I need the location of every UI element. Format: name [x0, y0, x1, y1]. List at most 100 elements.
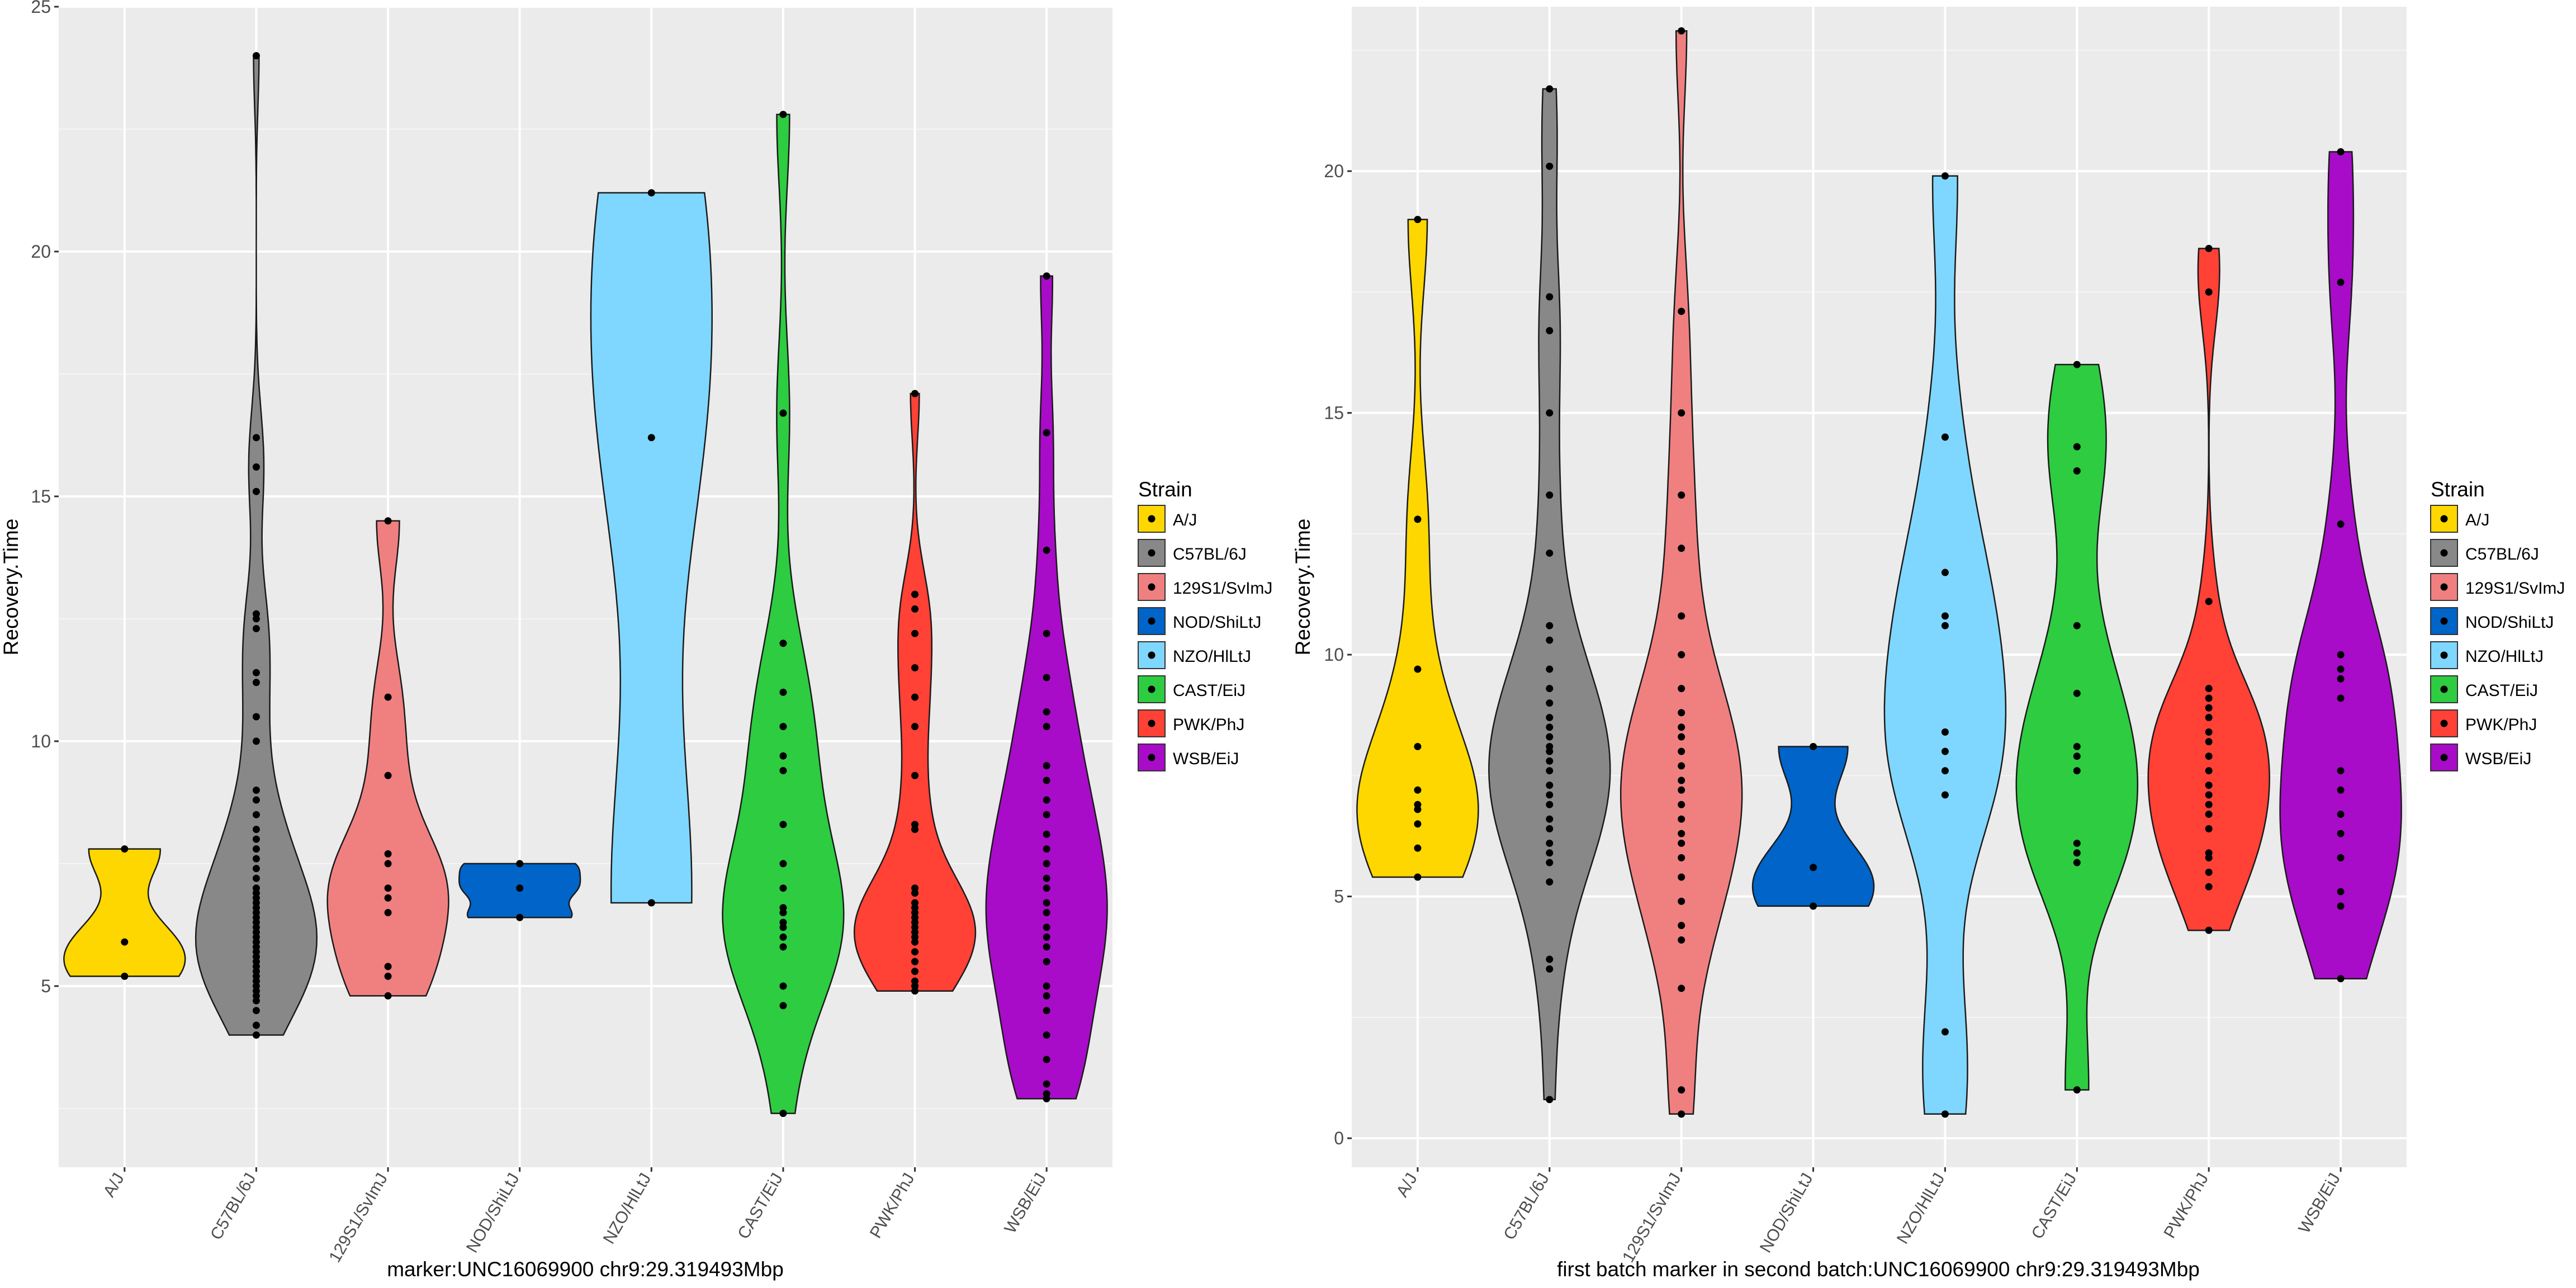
legend-key-nod-shiltj: [2430, 607, 2458, 635]
data-point-pwk-phj: [2205, 782, 2213, 789]
y-tick-label: 10: [1324, 645, 1344, 665]
data-point-c57bl-6j: [1546, 955, 1554, 963]
data-point-wsb-eij: [1043, 546, 1050, 554]
y-axis-title: Recovery.Time: [0, 519, 22, 656]
data-point-a-j: [121, 845, 129, 853]
data-point-c57bl-6j: [252, 679, 260, 686]
data-point-c57bl-6j: [1546, 85, 1554, 93]
data-point-129s1-svimj: [1678, 1086, 1685, 1094]
legend-key-dot: [1148, 685, 1156, 693]
data-point-cast-eij: [779, 766, 787, 774]
violin-a-j: [1356, 219, 1479, 878]
data-point-c57bl-6j: [252, 826, 260, 834]
data-point-c57bl-6j: [252, 865, 260, 873]
legend-label: 129S1/SvImJ: [1173, 579, 1272, 598]
legend-key-dot: [1148, 719, 1156, 727]
data-point-c57bl-6j: [1546, 409, 1554, 417]
data-point-c57bl-6j: [252, 624, 260, 632]
legend-key-dot: [1148, 583, 1156, 591]
y-tick-label: 15: [31, 486, 51, 506]
data-point-129s1-svimj: [384, 884, 392, 892]
data-point-cast-eij: [779, 943, 787, 951]
legend-key-dot: [2440, 583, 2448, 591]
data-point-nzo-hlltj: [1941, 767, 1949, 775]
data-point-129s1-svimj: [384, 894, 392, 902]
data-point-c57bl-6j: [252, 487, 260, 495]
data-point-nzo-hlltj: [647, 899, 655, 907]
data-point-wsb-eij: [1043, 429, 1050, 437]
legend-key-dot: [1148, 549, 1156, 557]
data-point-pwk-phj: [911, 693, 919, 701]
data-point-pwk-phj: [2205, 598, 2213, 605]
data-point-nzo-hlltj: [1941, 1028, 1949, 1036]
data-point-cast-eij: [2073, 839, 2081, 847]
data-point-wsb-eij: [1043, 830, 1050, 838]
violin-nzo-hlltj: [590, 192, 713, 904]
data-point-cast-eij: [2073, 622, 2081, 629]
y-tick-label: 25: [31, 0, 51, 17]
data-point-cast-eij: [2073, 467, 2081, 475]
legend-label: C57BL/6J: [1173, 545, 1247, 564]
data-point-c57bl-6j: [1546, 782, 1554, 789]
data-point-c57bl-6j: [1546, 878, 1554, 886]
y-tick-label: 20: [1324, 161, 1344, 181]
data-point-cast-eij: [2073, 849, 2081, 857]
data-point-wsb-eij: [1043, 272, 1050, 280]
data-point-129s1-svimj: [1678, 409, 1685, 417]
data-point-c57bl-6j: [1546, 791, 1554, 799]
data-point-pwk-phj: [2205, 694, 2213, 702]
data-point-c57bl-6j: [252, 463, 260, 471]
data-point-a-j: [1414, 515, 1422, 523]
left-violin-plot: 5 10 15 20 25 A/J C57BL/6J 129S1/SvImJ NOD/ShiLt…: [0, 0, 1272, 1281]
data-point-wsb-eij: [1043, 776, 1050, 784]
violin-cast-eij: [722, 113, 845, 1114]
data-point-c57bl-6j: [252, 434, 260, 442]
data-point-pwk-phj: [2205, 825, 2213, 832]
data-point-cast-eij: [2073, 767, 2081, 775]
data-point-pwk-phj: [2205, 926, 2213, 934]
data-point-cast-eij: [779, 752, 787, 760]
data-point-c57bl-6j: [252, 796, 260, 804]
data-point-129s1-svimj: [384, 992, 392, 1000]
data-point-pwk-phj: [911, 590, 919, 598]
legend-label: CAST/EiJ: [2465, 681, 2538, 700]
legend-label: WSB/EiJ: [1173, 750, 1239, 768]
data-point-wsb-eij: [1043, 860, 1050, 868]
data-point-129s1-svimj: [1678, 984, 1685, 992]
data-point-wsb-eij: [1043, 1090, 1050, 1098]
legend-label: A/J: [1173, 511, 1197, 529]
data-point-a-j: [1414, 216, 1422, 224]
data-point-wsb-eij: [2337, 278, 2345, 286]
data-point-wsb-eij: [2337, 148, 2345, 155]
data-point-nod-shiltj: [516, 860, 524, 868]
data-point-c57bl-6j: [1546, 859, 1554, 866]
data-point-nod-shiltj: [1810, 742, 1817, 750]
data-point-129s1-svimj: [1678, 1110, 1685, 1118]
y-tick-label: 20: [31, 242, 51, 262]
data-point-cast-eij: [779, 640, 787, 647]
legend-key-pwk-phj: [1138, 709, 1166, 737]
legend-label: NOD/ShiLtJ: [1173, 613, 1261, 632]
data-point-c57bl-6j: [1546, 825, 1554, 832]
data-point-nod-shiltj: [516, 884, 524, 892]
data-point-nzo-hlltj: [647, 189, 655, 197]
data-point-129s1-svimj: [1678, 651, 1685, 659]
data-point-wsb-eij: [1043, 1007, 1050, 1015]
data-point-cast-eij: [779, 982, 787, 990]
right-violin-plot: 0 5 10 15 20 A/J C57BL/6J 129S1/SvImJ NOD/ShiLtJ…: [1291, 7, 2565, 1281]
data-point-cast-eij: [779, 884, 787, 892]
data-point-129s1-svimj: [1678, 733, 1685, 741]
data-point-cast-eij: [779, 111, 787, 119]
data-point-wsb-eij: [1043, 708, 1050, 716]
data-point-c57bl-6j: [252, 1007, 260, 1015]
data-point-cast-eij: [779, 860, 787, 868]
legend-label: 129S1/SvImJ: [2465, 579, 2565, 598]
data-point-wsb-eij: [2337, 694, 2345, 702]
data-point-c57bl-6j: [1546, 665, 1554, 673]
data-point-pwk-phj: [2205, 849, 2213, 857]
data-point-c57bl-6j: [252, 1021, 260, 1029]
legend-label: NOD/ShiLtJ: [2465, 613, 2554, 632]
data-point-wsb-eij: [1043, 924, 1050, 931]
data-point-a-j: [1414, 786, 1422, 794]
data-point-wsb-eij: [1043, 796, 1050, 804]
